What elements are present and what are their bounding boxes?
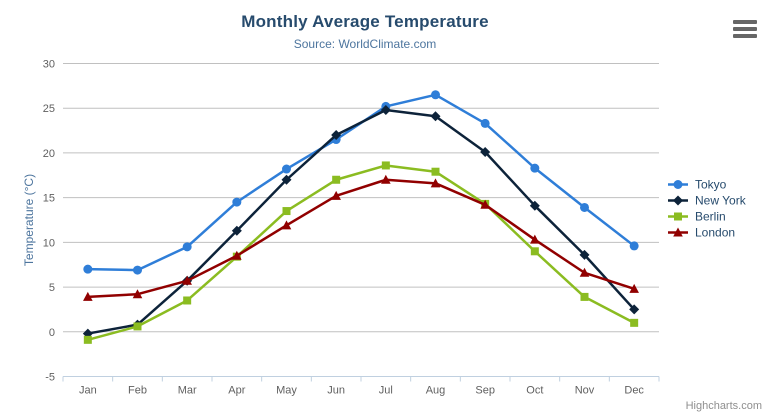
data-point-london-nov[interactable] bbox=[579, 267, 590, 277]
data-point-new-york-may[interactable] bbox=[281, 174, 292, 185]
y-axis-title: Temperature (°C) bbox=[22, 173, 36, 267]
data-point-london-jan[interactable] bbox=[83, 291, 93, 301]
x-axis-label: Nov bbox=[575, 385, 595, 397]
legend-label: London bbox=[695, 226, 735, 240]
data-point-tokyo-may[interactable] bbox=[282, 164, 291, 174]
series-line-new-york bbox=[86, 108, 636, 335]
y-axis-tick-label: 30 bbox=[43, 59, 55, 71]
data-point-london-jul[interactable] bbox=[381, 174, 391, 184]
data-point-tokyo-jan[interactable] bbox=[83, 264, 93, 274]
data-point-tokyo-sep[interactable] bbox=[480, 118, 490, 128]
data-point-tokyo-dec[interactable] bbox=[629, 241, 639, 251]
data-point-berlin-oct[interactable] bbox=[530, 247, 539, 256]
data-point-new-york-nov[interactable] bbox=[579, 249, 590, 260]
data-point-tokyo-mar[interactable] bbox=[182, 242, 192, 252]
chart-subtitle: Source: WorldClimate.com bbox=[293, 37, 437, 51]
legend-item-tokyo[interactable]: Tokyo bbox=[668, 178, 727, 192]
legend-item-london[interactable]: London bbox=[668, 226, 735, 240]
chart-title: Monthly Average Temperature bbox=[241, 12, 489, 31]
hamburger-icon bbox=[733, 27, 757, 31]
series-line-berlin bbox=[86, 164, 636, 342]
y-axis-tick-label: 15 bbox=[43, 193, 55, 205]
legend-item-berlin[interactable]: Berlin bbox=[668, 210, 726, 224]
legend-item-new-york[interactable]: New York bbox=[668, 194, 747, 208]
data-point-tokyo-aug[interactable] bbox=[431, 90, 440, 100]
data-point-london-sep[interactable] bbox=[480, 199, 490, 209]
legend-marker-circle bbox=[673, 180, 683, 189]
data-point-new-york-jul[interactable] bbox=[380, 105, 391, 116]
y-axis-tick-label: 0 bbox=[49, 327, 55, 339]
data-point-berlin-jan[interactable] bbox=[83, 335, 92, 344]
data-point-london-may[interactable] bbox=[281, 220, 292, 230]
data-point-tokyo-apr[interactable] bbox=[232, 197, 242, 207]
data-point-berlin-dec[interactable] bbox=[630, 318, 639, 327]
data-point-berlin-jul[interactable] bbox=[381, 161, 390, 170]
data-point-tokyo-oct[interactable] bbox=[530, 163, 540, 173]
x-axis-label: Dec bbox=[624, 385, 644, 397]
data-point-berlin-mar[interactable] bbox=[183, 296, 192, 305]
x-axis-label: Apr bbox=[228, 385, 245, 397]
series-line-london bbox=[86, 178, 636, 299]
x-axis-label: Jun bbox=[327, 385, 345, 397]
y-axis-tick-label: 20 bbox=[43, 148, 55, 160]
data-point-london-jun[interactable] bbox=[331, 190, 341, 200]
data-point-london-dec[interactable] bbox=[629, 283, 639, 293]
credits-link[interactable]: Highcharts.com bbox=[685, 400, 762, 412]
data-point-london-feb[interactable] bbox=[132, 289, 143, 299]
data-point-berlin-nov[interactable] bbox=[580, 292, 589, 301]
legend-label: Tokyo bbox=[695, 178, 727, 192]
data-point-new-york-dec[interactable] bbox=[629, 304, 640, 315]
data-point-london-oct[interactable] bbox=[530, 234, 540, 244]
data-point-new-york-aug[interactable] bbox=[430, 111, 441, 122]
data-point-new-york-apr[interactable] bbox=[231, 225, 242, 236]
data-point-new-york-sep[interactable] bbox=[480, 147, 491, 158]
y-axis-tick-label: -5 bbox=[45, 372, 55, 384]
hamburger-icon bbox=[733, 34, 757, 38]
legend-marker-square bbox=[674, 212, 682, 221]
x-axis-label: Oct bbox=[526, 385, 543, 397]
data-point-new-york-oct[interactable] bbox=[529, 200, 540, 211]
data-point-tokyo-nov[interactable] bbox=[580, 202, 589, 212]
legend-label: Berlin bbox=[695, 210, 726, 224]
x-axis-label: May bbox=[276, 385, 297, 397]
legend-label: New York bbox=[695, 194, 747, 208]
x-axis-label: Jul bbox=[379, 385, 393, 397]
y-axis-tick-label: 10 bbox=[43, 237, 55, 249]
x-axis-label: Feb bbox=[128, 385, 147, 397]
hamburger-icon bbox=[733, 20, 757, 24]
data-point-berlin-aug[interactable] bbox=[431, 167, 440, 176]
data-point-berlin-feb[interactable] bbox=[133, 322, 142, 331]
x-axis-label: Mar bbox=[178, 385, 197, 397]
data-point-new-york-jun[interactable] bbox=[331, 130, 342, 141]
data-point-berlin-may[interactable] bbox=[282, 207, 291, 216]
data-point-berlin-jun[interactable] bbox=[332, 175, 341, 184]
data-point-london-apr[interactable] bbox=[232, 250, 242, 260]
x-axis-label: Jan bbox=[79, 385, 97, 397]
export-menu-button[interactable] bbox=[733, 19, 757, 39]
data-point-london-aug[interactable] bbox=[430, 178, 441, 188]
data-point-london-mar[interactable] bbox=[182, 275, 192, 285]
x-axis-label: Sep bbox=[475, 385, 495, 397]
y-axis-tick-label: 25 bbox=[43, 103, 55, 115]
legend-marker-triangle bbox=[673, 227, 683, 237]
y-axis-tick-label: 5 bbox=[49, 282, 55, 294]
data-point-tokyo-feb[interactable] bbox=[133, 265, 142, 275]
legend-marker-diamond bbox=[673, 195, 683, 206]
x-axis-label: Aug bbox=[426, 385, 446, 397]
series-line-tokyo bbox=[86, 93, 636, 272]
